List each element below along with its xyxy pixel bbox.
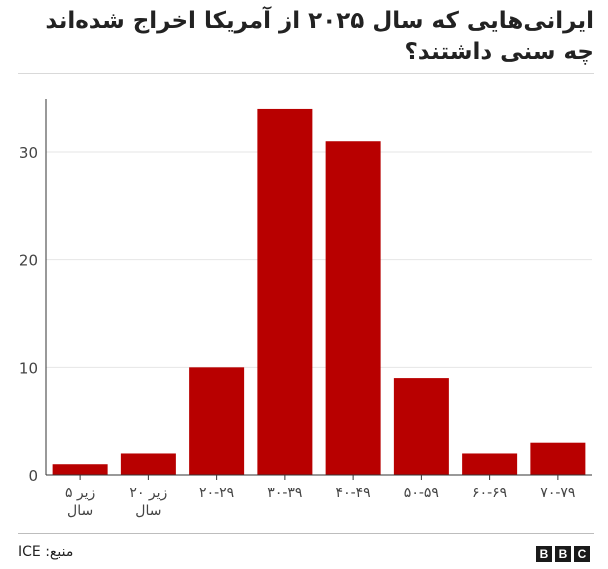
x-tick-label: ۴۰-۴۹ — [336, 485, 371, 501]
footer-divider — [18, 533, 594, 534]
chart-title: ایرانی‌هایی که سال ۲۰۲۵ از آمریکا اخراج … — [45, 8, 594, 65]
bbc-logo-block: B — [536, 546, 552, 562]
x-tick-label: ۲۰-۲۹ — [199, 485, 234, 501]
bar — [257, 108, 313, 475]
bar — [530, 442, 586, 475]
y-tick-label: 30 — [19, 144, 38, 162]
x-tick-label: ۵۰-۵۹ — [404, 485, 439, 501]
x-tick-label: ۷۰-۷۹ — [540, 485, 575, 501]
bbc-logo: B B C — [536, 546, 590, 562]
source-note: منبع: ICE — [18, 544, 74, 560]
bar — [189, 367, 245, 475]
y-tick-label: 20 — [19, 252, 38, 270]
bbc-logo-block: B — [555, 546, 571, 562]
bbc-logo-block: C — [574, 546, 590, 562]
bar-chart: 0 10 20 30 زیر ۵ سال زیر ۲۰ سال ۲۰-۲۹ ۳۰-۳۹ ۴۰-۴۹ ۵… — [19, 99, 592, 519]
x-tick-label: زیر ۲۰ سال — [129, 485, 167, 519]
y-tick-label: 0 — [28, 467, 38, 485]
x-tick-label: زیر ۵ سال — [65, 485, 95, 519]
bar — [120, 453, 176, 475]
x-tick-label: ۳۰-۳۹ — [267, 485, 302, 501]
title-divider — [18, 73, 594, 74]
x-tick-label: ۶۰-۶۹ — [472, 485, 507, 501]
bar — [393, 378, 449, 475]
bar — [325, 141, 381, 475]
y-tick-label: 10 — [19, 359, 38, 377]
bar — [462, 453, 518, 475]
bar — [52, 464, 108, 475]
